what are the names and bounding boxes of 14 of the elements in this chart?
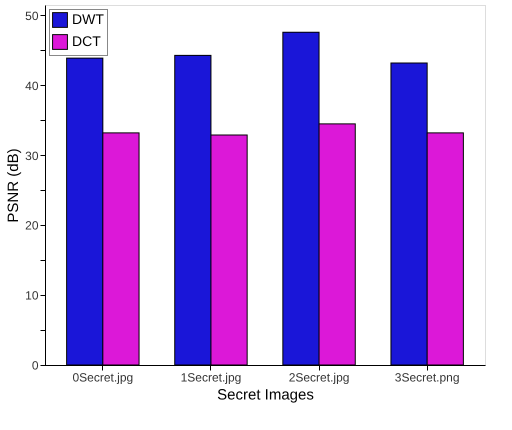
y-tick-label: 20: [25, 218, 39, 233]
y-tick-label: 30: [25, 148, 39, 163]
y-tick-label: 0: [32, 358, 39, 372]
x-tick-label: 0Secret.jpg: [72, 370, 134, 384]
x-tick-label: 3Secret.png: [394, 370, 460, 384]
x-tick-label: 1Secret.jpg: [180, 370, 242, 384]
x-tick-label: 2Secret.jpg: [288, 370, 350, 384]
x-axis-title: Secret Images: [217, 386, 314, 404]
legend-label: DCT: [72, 33, 102, 49]
y-tick-label: 50: [25, 8, 39, 23]
y-tick-label: 10: [25, 288, 39, 303]
y-axis-title: PSNR (dB): [5, 148, 22, 223]
y-tick-label: 40: [25, 78, 39, 93]
legend-label: DWT: [72, 11, 104, 27]
